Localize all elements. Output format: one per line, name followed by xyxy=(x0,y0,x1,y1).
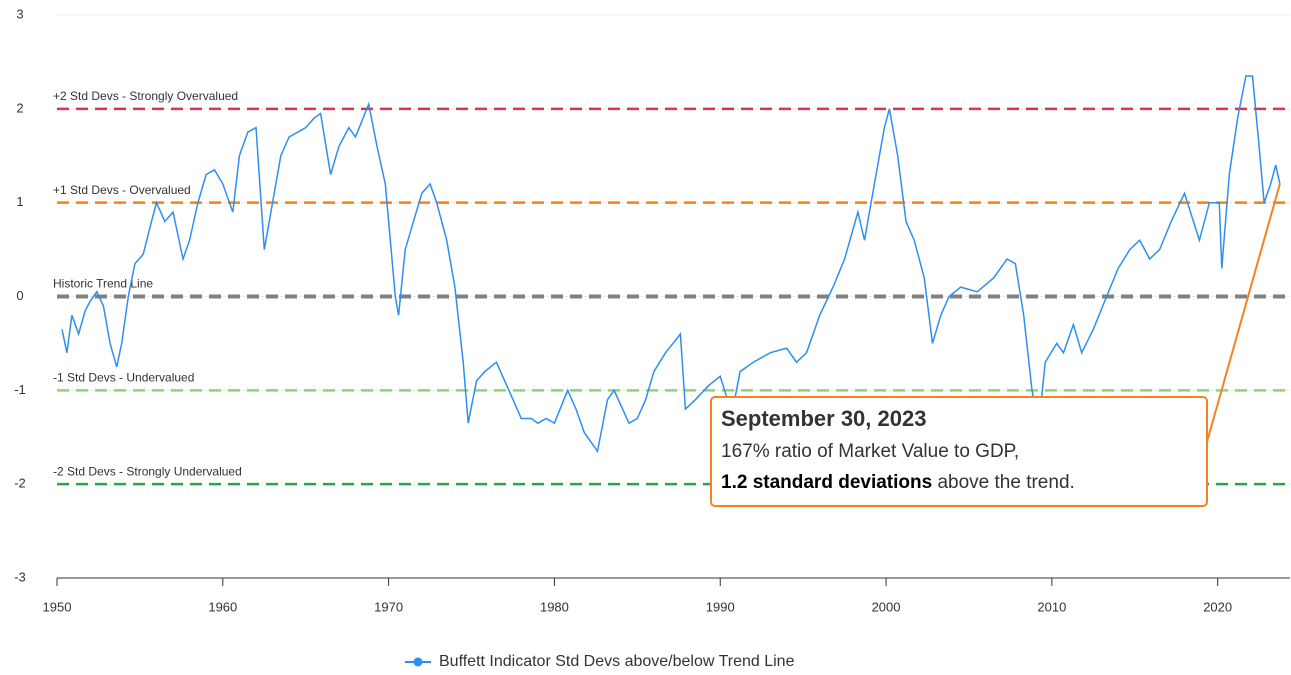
annotation-title: September 30, 2023 xyxy=(721,406,926,431)
reference-label: -2 Std Devs - Strongly Undervalued xyxy=(53,464,242,478)
reference-label: +1 Std Devs - Overvalued xyxy=(53,183,191,197)
x-tick-label: 2020 xyxy=(1203,599,1232,614)
x-tick-label: 1970 xyxy=(374,599,403,614)
y-tick-label: -2 xyxy=(14,476,26,491)
y-tick-label: 2 xyxy=(16,100,23,115)
x-tick-label: 1980 xyxy=(540,599,569,614)
x-tick-label: 1960 xyxy=(208,599,237,614)
reference-label: +2 Std Devs - Strongly Overvalued xyxy=(53,89,238,103)
reference-label: Historic Trend Line xyxy=(53,277,153,291)
y-tick-label: -3 xyxy=(14,569,26,584)
series-line xyxy=(61,75,1281,454)
y-tick-label: -1 xyxy=(14,382,26,397)
x-tick-label: 2000 xyxy=(872,599,901,614)
annotation-tail: above the trend. xyxy=(932,472,1075,493)
legend-label: Buffett Indicator Std Devs above/below T… xyxy=(439,653,795,670)
annotation-leader xyxy=(1204,183,1281,450)
y-tick-label: 1 xyxy=(16,194,23,209)
y-tick-label: 0 xyxy=(16,288,23,303)
legend-marker xyxy=(413,657,423,667)
x-tick-label: 1950 xyxy=(43,599,72,614)
x-tick-label: 2010 xyxy=(1037,599,1066,614)
y-tick-label: 3 xyxy=(16,6,23,21)
annotation-emphasis: 1.2 standard deviations xyxy=(721,472,932,493)
x-tick-label: 1990 xyxy=(706,599,735,614)
annotation-text: 167% ratio of Market Value to GDP, xyxy=(721,441,1019,462)
reference-label: -1 Std Devs - Undervalued xyxy=(53,371,194,385)
annotation-text: 1.2 standard deviations above the trend. xyxy=(721,472,1075,493)
annotation-box xyxy=(710,396,1208,507)
